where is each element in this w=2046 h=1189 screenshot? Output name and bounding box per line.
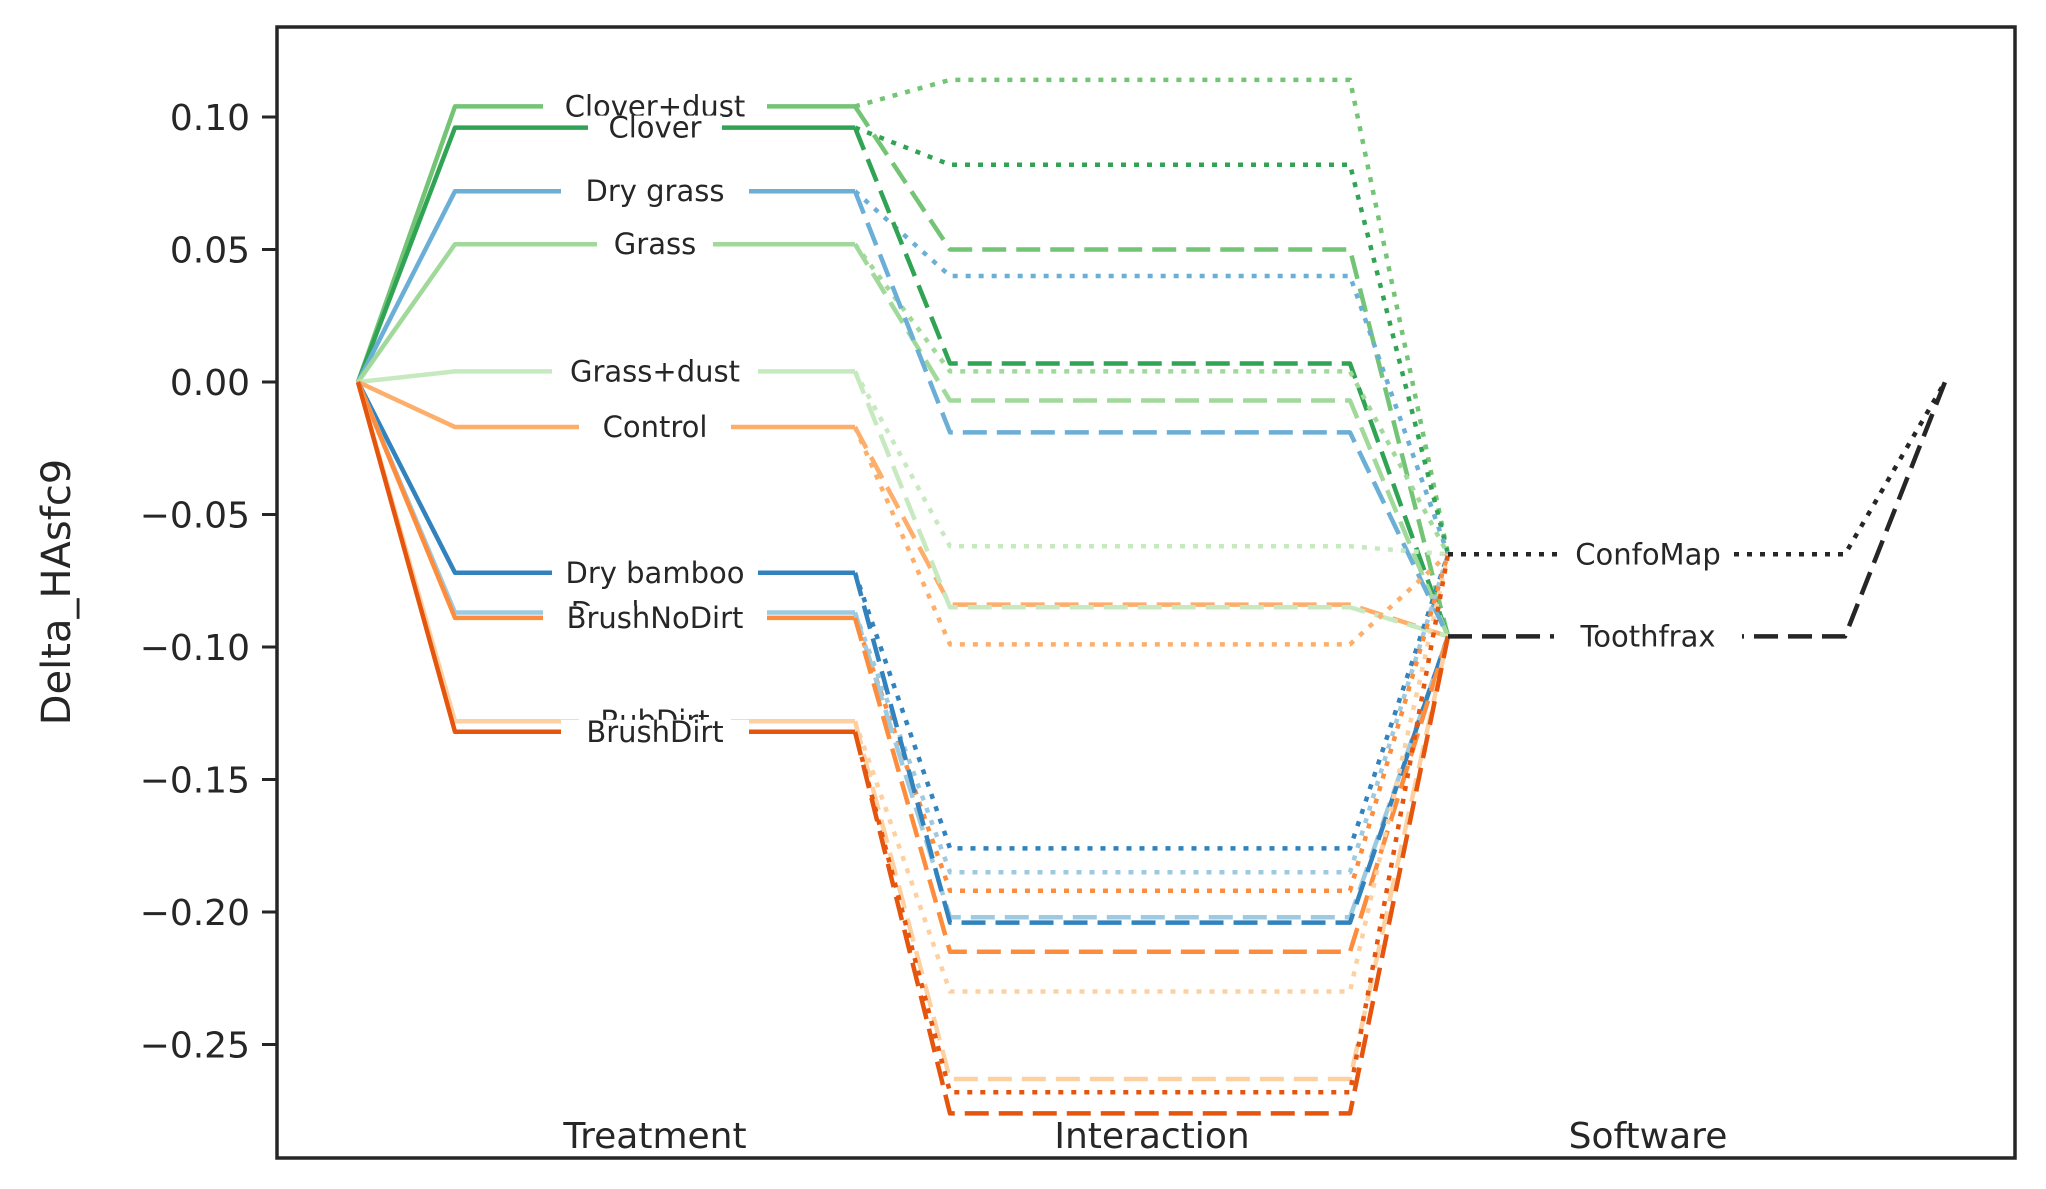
interaction-line-rubdirt-confomap: [852, 553, 1451, 994]
treatment-label-control-group: Control: [579, 410, 731, 444]
software-label-confomap-bg: [1563, 542, 1733, 567]
interaction-line-dry-bamboo-confomap: [852, 553, 1451, 851]
column-label-interaction: Interaction: [1054, 1116, 1249, 1157]
interaction-line-brushnodirt-confomap: [852, 553, 1451, 894]
treatment-label-dry-grass: Dry grass: [586, 174, 725, 208]
treatment-label-control-bg: [579, 415, 731, 440]
treatment-label-grass-bg: [597, 232, 713, 257]
treatment-line-dry-grass: [355, 188, 855, 384]
interaction-line-dry-bamboo-toothfrax: [852, 572, 1451, 925]
interaction-line-control-toothfrax: [853, 425, 1449, 639]
treatment-label-clover-bg: [588, 115, 722, 140]
software-line-confomap: [1448, 380, 1947, 557]
interaction-line-brushdirt-toothfrax: [852, 635, 1451, 1116]
treatment-label-brushnodirt-bg: [543, 605, 767, 630]
lines-layer: [355, 77, 1948, 1116]
software-label-toothfrax-bg: [1554, 624, 1742, 649]
treatment-label-grass-dust-bg: [552, 359, 758, 384]
interaction-line-clover-toothfrax: [852, 126, 1451, 638]
interaction-line-clover-dust-toothfrax: [853, 105, 1451, 637]
treatment-label-dry-bamboo: Dry bamboo: [566, 556, 745, 590]
y-tick-label: −0.25: [140, 1026, 250, 1067]
interaction-line-rubdirt-toothfrax: [852, 635, 1451, 1082]
treatment-label-dry-grass-bg: [561, 179, 749, 204]
interaction-line-clover-dust-confomap: [854, 77, 1451, 555]
treatment-label-brushdirt: BrushDirt: [586, 715, 723, 749]
software-label-confomap: ConfoMap: [1575, 537, 1721, 571]
y-tick-label: −0.20: [140, 893, 250, 934]
treatment-label-clover-group: Clover: [588, 111, 722, 145]
plot-frame: [275, 25, 2017, 1160]
treatment-label-clover-dust-bg: [543, 94, 767, 119]
column-labels: Treatment Interaction Software: [562, 1116, 1727, 1157]
interaction-line-clover-confomap: [854, 125, 1451, 555]
treatment-label-grass-group: Grass: [597, 227, 713, 261]
software-line-toothfrax: [1448, 381, 1948, 639]
treatment-line-grass: [356, 241, 855, 384]
treatment-label-dry-grass-group: Dry grass: [561, 174, 749, 208]
column-label-software: Software: [1569, 1116, 1728, 1157]
interaction-line-grass-dust-toothfrax: [852, 370, 1449, 639]
interaction-line-grass-toothfrax: [853, 243, 1451, 638]
y-tick-label: 0.00: [170, 363, 250, 404]
treatment-label-brushnodirt: BrushNoDirt: [567, 601, 744, 635]
treatment-label-control: Control: [603, 410, 708, 444]
y-axis-label: Delta_HAsfc9: [34, 459, 80, 726]
treatment-label-grass-dust-group: Grass+dust: [552, 354, 758, 388]
y-axis: 0.10 0.05 0.00 −0.05 −0.10 −0.15 −0.20 −0.25: [140, 98, 277, 1067]
y-tick-label: −0.05: [140, 496, 250, 537]
y-tick-label: 0.05: [170, 231, 250, 272]
treatment-label-dry-bamboo-bg: [552, 560, 758, 585]
treatment-label-dry-bamboo-group: Dry bamboo: [552, 556, 758, 590]
interaction-line-brushnodirt-toothfrax: [852, 617, 1451, 954]
column-label-treatment: Treatment: [562, 1116, 746, 1157]
treatment-label-brushdirt-bg: [561, 719, 749, 744]
treatment-label-brushdirt-group: BrushDirt: [561, 715, 749, 749]
y-tick-label: 0.10: [170, 98, 250, 139]
y-tick-label: −0.15: [140, 761, 250, 802]
software-label-toothfrax-group: Toothfrax: [1554, 619, 1742, 653]
treatment-label-grass: Grass: [614, 227, 696, 261]
software-label-confomap-group: ConfoMap: [1563, 537, 1733, 571]
interaction-line-control-confomap: [852, 426, 1450, 647]
interaction-line-dry-grass-toothfrax: [852, 190, 1451, 638]
interaction-line-brushdirt-confomap: [852, 553, 1451, 1095]
treatment-label-brushnodirt-group: BrushNoDirt: [543, 601, 767, 635]
treatment-label-clover: Clover: [609, 111, 702, 145]
treatment-label-grass-dust: Grass+dust: [570, 354, 740, 388]
y-tick-label: −0.10: [140, 628, 250, 669]
interaction-line-dry-lucerne-toothfrax: [852, 611, 1451, 920]
interaction-line-dry-grass-confomap: [853, 189, 1451, 555]
software-label-toothfrax: Toothfrax: [1579, 619, 1715, 653]
